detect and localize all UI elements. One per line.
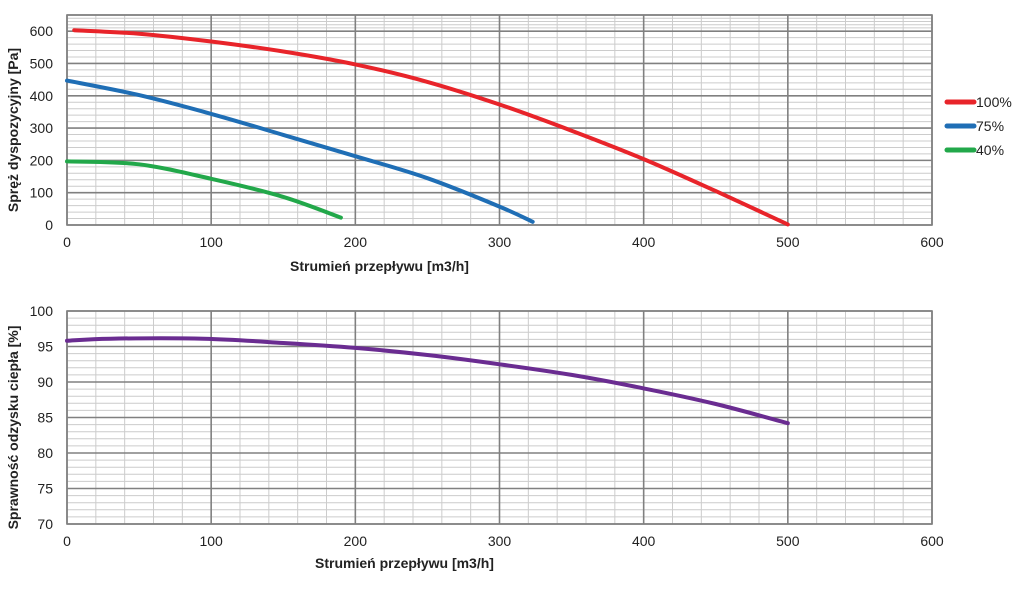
- efficiency-chart: 0 100 200 300 400 500 600 70 75 80 85 90 95 100 Strumi…: [5, 303, 944, 571]
- x-tick-label: 300: [488, 234, 512, 250]
- x-tick-label: 400: [632, 533, 656, 549]
- x-tick-label: 100: [199, 533, 223, 549]
- y-tick-label: 75: [37, 481, 53, 497]
- x-tick-label: 500: [776, 234, 800, 250]
- y-tick-label: 85: [37, 410, 53, 426]
- plot-frame: [66, 14, 933, 226]
- x-tick-label: 600: [920, 533, 944, 549]
- series-line-efficiency: [65, 336, 790, 426]
- pressure-chart: 0 100 200 300 400 500 600 0 100 200 300 400 500 600 St…: [5, 14, 944, 274]
- series-line-100pct: [72, 28, 790, 227]
- x-tick-label: 0: [63, 533, 71, 549]
- plot-frame: [66, 310, 933, 525]
- y-tick-label: 200: [30, 152, 54, 168]
- y-tick-label: 100: [30, 185, 54, 201]
- y-tick-label: 90: [37, 374, 53, 390]
- y-tick-label: 70: [37, 516, 53, 532]
- x-axis-title: Strumień przepływu [m3/h]: [290, 258, 469, 274]
- y-tick-label: 600: [30, 23, 54, 39]
- series-line-40pct: [65, 159, 343, 220]
- x-tick-label: 0: [63, 234, 71, 250]
- major-grid: [66, 14, 933, 226]
- x-tick-label: 400: [632, 234, 656, 250]
- x-tick-label: 100: [199, 234, 223, 250]
- x-tick-label: 200: [344, 234, 368, 250]
- y-tick-label: 80: [37, 445, 53, 461]
- y-axis-title: Spręż dyspozycyjny [Pa]: [5, 48, 21, 212]
- y-tick-label: 300: [30, 120, 54, 136]
- series-line-75pct: [65, 78, 535, 224]
- y-tick-label: 100: [30, 303, 54, 319]
- y-tick-label: 95: [37, 339, 53, 355]
- y-axis-title: Sprawność odzysku ciepła [%]: [5, 326, 21, 530]
- legend-label: 75%: [976, 118, 1004, 134]
- x-tick-label: 600: [920, 234, 944, 250]
- legend: 100% 75% 40%: [944, 94, 1012, 158]
- legend-label: 40%: [976, 142, 1004, 158]
- major-grid: [66, 310, 933, 525]
- y-tick-label: 400: [30, 88, 54, 104]
- x-tick-label: 500: [776, 533, 800, 549]
- x-tick-label: 200: [344, 533, 368, 549]
- y-tick-label: 500: [30, 55, 54, 71]
- y-tick-label: 0: [45, 217, 53, 233]
- legend-label: 100%: [976, 94, 1012, 110]
- x-axis-title: Strumień przepływu [m3/h]: [315, 555, 494, 571]
- x-tick-label: 300: [488, 533, 512, 549]
